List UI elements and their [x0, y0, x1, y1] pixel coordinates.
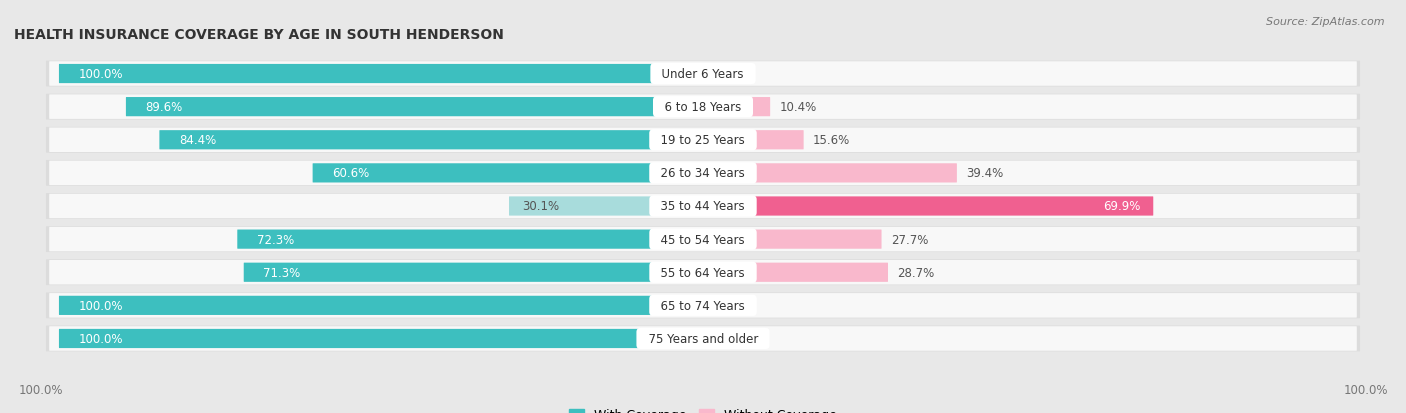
- FancyBboxPatch shape: [49, 227, 1357, 252]
- Text: 10.4%: 10.4%: [779, 101, 817, 114]
- FancyBboxPatch shape: [703, 230, 882, 249]
- Text: 26 to 34 Years: 26 to 34 Years: [654, 167, 752, 180]
- Text: 72.3%: 72.3%: [257, 233, 294, 246]
- FancyBboxPatch shape: [243, 263, 703, 282]
- FancyBboxPatch shape: [703, 98, 770, 117]
- Text: 0.0%: 0.0%: [716, 332, 745, 345]
- Text: 30.1%: 30.1%: [522, 200, 560, 213]
- Legend: With Coverage, Without Coverage: With Coverage, Without Coverage: [564, 404, 842, 413]
- Text: 55 to 64 Years: 55 to 64 Years: [654, 266, 752, 279]
- FancyBboxPatch shape: [49, 260, 1357, 285]
- FancyBboxPatch shape: [46, 260, 1360, 285]
- Text: 84.4%: 84.4%: [179, 134, 217, 147]
- FancyBboxPatch shape: [49, 161, 1357, 186]
- FancyBboxPatch shape: [49, 128, 1357, 153]
- FancyBboxPatch shape: [46, 128, 1360, 153]
- FancyBboxPatch shape: [46, 161, 1360, 186]
- Text: 27.7%: 27.7%: [891, 233, 928, 246]
- Text: 6 to 18 Years: 6 to 18 Years: [657, 101, 749, 114]
- FancyBboxPatch shape: [703, 197, 1153, 216]
- Text: 100.0%: 100.0%: [79, 68, 122, 81]
- FancyBboxPatch shape: [312, 164, 703, 183]
- Text: 71.3%: 71.3%: [263, 266, 301, 279]
- Text: 75 Years and older: 75 Years and older: [641, 332, 765, 345]
- FancyBboxPatch shape: [46, 95, 1360, 120]
- Text: HEALTH INSURANCE COVERAGE BY AGE IN SOUTH HENDERSON: HEALTH INSURANCE COVERAGE BY AGE IN SOUT…: [14, 28, 503, 41]
- Text: 65 to 74 Years: 65 to 74 Years: [654, 299, 752, 312]
- FancyBboxPatch shape: [49, 62, 1357, 87]
- FancyBboxPatch shape: [49, 293, 1357, 318]
- Text: Under 6 Years: Under 6 Years: [655, 68, 751, 81]
- Text: 39.4%: 39.4%: [966, 167, 1004, 180]
- FancyBboxPatch shape: [46, 326, 1360, 351]
- FancyBboxPatch shape: [509, 197, 703, 216]
- FancyBboxPatch shape: [46, 62, 1360, 87]
- FancyBboxPatch shape: [703, 164, 957, 183]
- Text: 100.0%: 100.0%: [18, 384, 63, 396]
- Text: Source: ZipAtlas.com: Source: ZipAtlas.com: [1267, 17, 1385, 26]
- FancyBboxPatch shape: [49, 194, 1357, 219]
- FancyBboxPatch shape: [49, 326, 1357, 351]
- Text: 0.0%: 0.0%: [716, 68, 745, 81]
- Text: 19 to 25 Years: 19 to 25 Years: [654, 134, 752, 147]
- FancyBboxPatch shape: [238, 230, 703, 249]
- FancyBboxPatch shape: [159, 131, 703, 150]
- FancyBboxPatch shape: [46, 194, 1360, 219]
- FancyBboxPatch shape: [59, 65, 703, 84]
- FancyBboxPatch shape: [46, 227, 1360, 252]
- Text: 0.0%: 0.0%: [716, 299, 745, 312]
- Text: 69.9%: 69.9%: [1102, 200, 1140, 213]
- Text: 100.0%: 100.0%: [79, 299, 122, 312]
- Text: 100.0%: 100.0%: [79, 332, 122, 345]
- FancyBboxPatch shape: [703, 131, 804, 150]
- FancyBboxPatch shape: [59, 296, 703, 315]
- FancyBboxPatch shape: [703, 263, 889, 282]
- Text: 100.0%: 100.0%: [1343, 384, 1388, 396]
- FancyBboxPatch shape: [59, 329, 703, 348]
- Text: 45 to 54 Years: 45 to 54 Years: [654, 233, 752, 246]
- Text: 35 to 44 Years: 35 to 44 Years: [654, 200, 752, 213]
- Text: 89.6%: 89.6%: [145, 101, 183, 114]
- Text: 60.6%: 60.6%: [332, 167, 370, 180]
- FancyBboxPatch shape: [127, 98, 703, 117]
- FancyBboxPatch shape: [46, 293, 1360, 318]
- Text: 28.7%: 28.7%: [897, 266, 935, 279]
- FancyBboxPatch shape: [49, 95, 1357, 120]
- Text: 15.6%: 15.6%: [813, 134, 851, 147]
